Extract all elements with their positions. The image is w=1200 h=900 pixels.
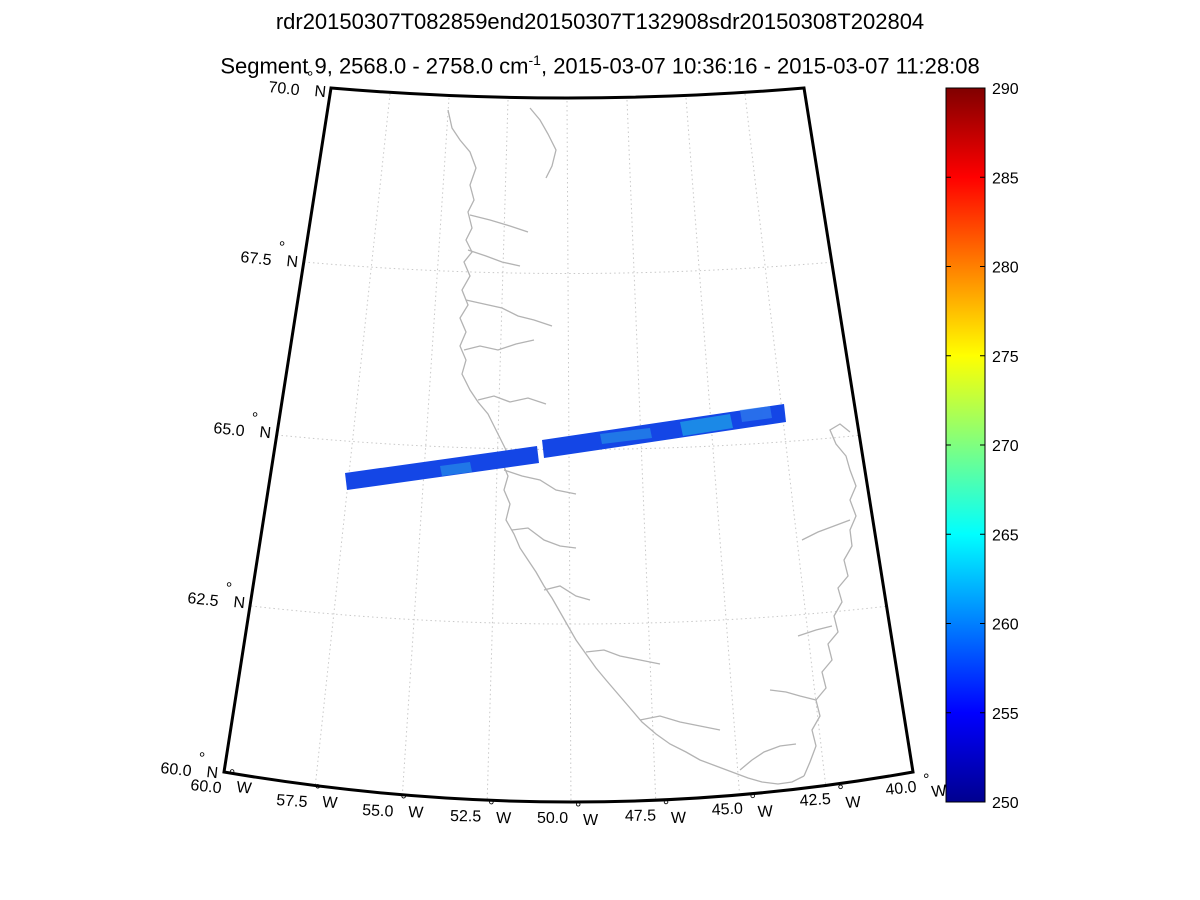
lat-degree-symbol: ° (225, 580, 233, 598)
title-line-1: rdr20150307T082859end20150307T132908sdr2… (275, 9, 925, 34)
fjord-14 (801, 519, 851, 541)
lat-label-60-0: 60.0 (160, 760, 193, 780)
meridian-52-5 (486, 99, 509, 802)
lat-hemisphere: N (206, 764, 219, 782)
title-segment-text: Segment 9, 2568.0 - 2758.0 cm (220, 53, 529, 79)
lon-degree-symbol: ° (228, 767, 236, 785)
colorbar-label-280: 280 (992, 260, 1019, 277)
lat-hemisphere: N (233, 594, 246, 612)
lat-hemisphere: N (259, 424, 272, 442)
fjord-8 (543, 585, 591, 601)
swath-warm-patch-1 (440, 462, 472, 476)
lon-degree-symbol: ° (837, 783, 845, 800)
fjord-3 (465, 299, 553, 327)
lat-degree-symbol: ° (306, 69, 314, 87)
lat-degree-symbol: ° (198, 750, 206, 768)
lon-degree-symbol: ° (400, 792, 407, 809)
latitude-labels: 70.0°N67.5°N65.0°N62.5°N60.0°N (160, 69, 327, 782)
parallel-62-5 (250, 605, 890, 625)
colorbar-label-260: 260 (992, 617, 1019, 634)
colorbar-label-250: 250 (992, 795, 1019, 812)
fjord-13 (797, 625, 833, 637)
greenland-coastline (447, 107, 857, 785)
lat-degree-symbol: ° (278, 239, 286, 257)
lon-label-55-0: 55.0 (362, 802, 394, 821)
map-frame-border (222, 86, 915, 804)
meridian-57-5 (314, 93, 391, 789)
fjord-11 (739, 743, 797, 771)
lon-degree-symbol: ° (488, 798, 495, 815)
meridian-45-0 (685, 97, 741, 801)
swath-warm-patch-3 (680, 414, 733, 436)
lat-label-70-0: 70.0 (268, 79, 301, 99)
title-time-range: , 2015-03-07 10:36:16 - 2015-03-07 11:28… (540, 53, 980, 79)
lon-hemisphere: W (671, 810, 687, 827)
lon-hemisphere: W (236, 779, 254, 798)
coastline-east (803, 423, 857, 777)
lon-hemisphere: W (931, 782, 949, 801)
coastline-north-inlet (529, 107, 557, 179)
colorbar-label-275: 275 (992, 349, 1019, 366)
fjord-10 (639, 715, 721, 731)
meridian-50-0 (566, 100, 572, 802)
lon-label-57-5: 57.5 (276, 792, 308, 811)
lon-label-50-0: 50.0 (537, 810, 568, 827)
title-line-2: Segment 9, 2568.0 - 2758.0 cm-1, 2015-03… (0, 47, 1200, 79)
colorbar-label-265: 265 (992, 527, 1019, 544)
swath-warm-patch-2 (600, 428, 652, 444)
lon-hemisphere: W (496, 810, 512, 827)
lon-label-40-0: 40.0 (885, 779, 918, 799)
lon-degree-symbol: ° (663, 798, 670, 815)
lon-label-52-5: 52.5 (450, 808, 482, 826)
longitude-labels: 60.0°W57.5°W 55.0°W 52.5°W 50.0°W 47.5°W 45.0… (190, 767, 949, 829)
fjord-9 (585, 649, 661, 665)
lon-degree-symbol: ° (923, 771, 931, 789)
coastline-main (447, 109, 805, 785)
meridian-47-5 (626, 99, 657, 802)
lon-label-47-5: 47.5 (625, 807, 657, 825)
lon-degree-symbol: ° (314, 782, 322, 799)
fjord-7 (511, 527, 577, 549)
fjord-1 (469, 214, 529, 233)
lon-label-42-5: 42.5 (799, 791, 831, 810)
colorbar-label-290: 290 (992, 81, 1019, 98)
fjord-6 (503, 469, 577, 495)
lat-hemisphere: N (286, 253, 299, 271)
lon-hemisphere: W (322, 794, 339, 812)
fjord-12 (769, 689, 817, 701)
fjord-5 (477, 395, 547, 405)
brightness-temp-swath (345, 404, 786, 490)
lat-label-62-5: 62.5 (187, 590, 220, 610)
lat-degree-symbol: ° (251, 410, 259, 428)
lon-hemisphere: W (757, 803, 774, 821)
lon-label-60-0: 60.0 (190, 777, 223, 797)
lon-hemisphere: W (408, 804, 425, 822)
fjord-2 (467, 249, 521, 267)
lat-label-67-5: 67.5 (240, 249, 273, 269)
lon-degree-symbol: ° (575, 800, 581, 817)
colorbar-label-255: 255 (992, 706, 1019, 723)
fjord-4 (463, 339, 535, 351)
colorbar-label-285: 285 (992, 170, 1019, 187)
meridian-55-0 (401, 97, 450, 801)
swath-warm-patch-4 (740, 406, 772, 422)
colorbar-label-270: 270 (992, 438, 1019, 455)
colorbar (945, 87, 986, 803)
lat-label-65-0: 65.0 (213, 420, 246, 440)
lon-hemisphere: W (583, 812, 599, 829)
title-unit-exponent: -1 (528, 52, 541, 68)
lon-degree-symbol: ° (749, 792, 756, 809)
colorbar-ticks: 290 285 280 275 270 265 260 255 250 (946, 81, 1019, 812)
lon-hemisphere: W (845, 794, 862, 812)
lon-label-45-0: 45.0 (711, 800, 743, 819)
lat-hemisphere: N (314, 83, 327, 101)
parallel-67-5 (303, 261, 835, 274)
